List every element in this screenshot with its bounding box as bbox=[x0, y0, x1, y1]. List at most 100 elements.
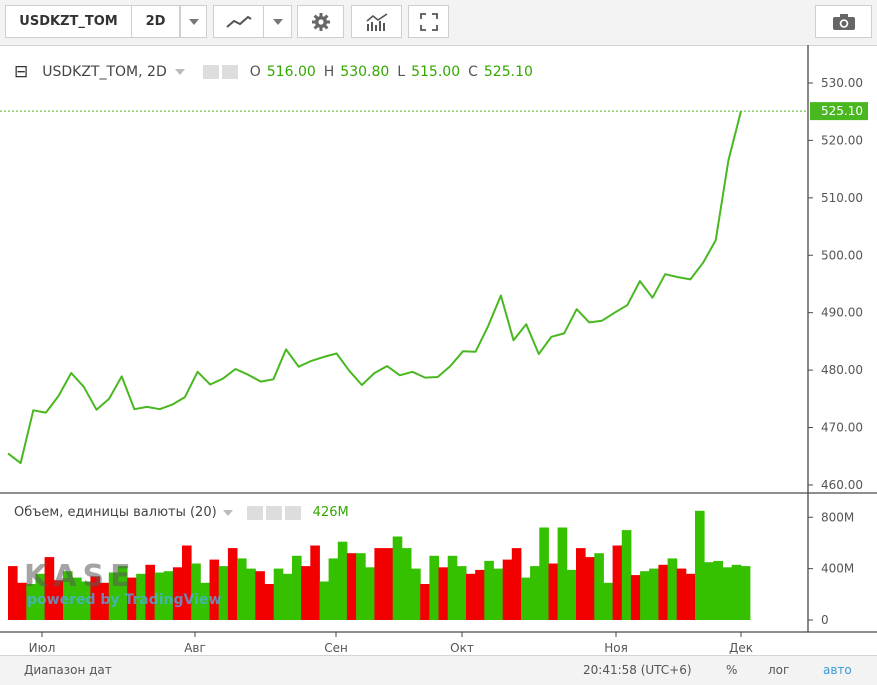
volume-bar bbox=[392, 536, 403, 620]
volume-bar bbox=[319, 581, 330, 620]
high-label: H bbox=[323, 64, 335, 80]
volume-bar bbox=[255, 571, 265, 620]
price-line-series bbox=[7, 110, 742, 465]
percent-toggle[interactable]: % bbox=[726, 663, 738, 677]
volume-bar bbox=[713, 560, 723, 620]
volume-bar bbox=[44, 557, 55, 620]
chevron-down-icon[interactable] bbox=[222, 509, 233, 516]
volume-bar bbox=[557, 527, 568, 620]
snapshot-button[interactable] bbox=[815, 5, 872, 38]
price-tick-label: 520.00 bbox=[821, 133, 863, 147]
chart-type-button[interactable] bbox=[213, 5, 264, 38]
chevron-down-icon[interactable] bbox=[174, 69, 185, 75]
eye-icon[interactable] bbox=[202, 65, 219, 79]
volume-bar bbox=[530, 566, 540, 620]
price-tick-label: 500.00 bbox=[821, 248, 863, 262]
series-title: USDKZT_TOM, 2D bbox=[42, 64, 167, 80]
date-range-button[interactable]: Диапазон дат bbox=[24, 663, 112, 677]
chart-area[interactable]: 530.00 520.00 510.00 500.00 490.00 480.00 470.… bbox=[0, 45, 877, 655]
volume-bar bbox=[191, 563, 201, 620]
interval-button[interactable]: 2D bbox=[131, 5, 180, 38]
low-value: 515.00 bbox=[411, 64, 461, 80]
gear-icon bbox=[311, 12, 330, 31]
volume-bar bbox=[576, 548, 586, 620]
symbol-search-button[interactable]: USDKZT_TOM bbox=[5, 5, 132, 38]
volume-bar bbox=[484, 560, 494, 620]
volume-bar bbox=[475, 569, 485, 620]
chart-canvas[interactable]: 530.00 520.00 510.00 500.00 490.00 480.00 470.… bbox=[0, 45, 877, 655]
toolbar: USDKZT_TOM 2D bbox=[0, 0, 877, 46]
last-price-label: 525.10 bbox=[821, 104, 863, 118]
volume-bar bbox=[136, 573, 146, 620]
auto-toggle[interactable]: авто bbox=[823, 663, 852, 677]
volume-bar bbox=[172, 567, 183, 620]
fullscreen-button[interactable] bbox=[408, 5, 449, 38]
volume-bar bbox=[548, 563, 559, 620]
eye-icon[interactable] bbox=[246, 505, 263, 520]
chevron-down-icon bbox=[188, 18, 199, 25]
indicators-button[interactable] bbox=[351, 5, 402, 38]
volume-bar bbox=[282, 573, 293, 620]
volume-bar bbox=[539, 527, 549, 620]
price-tick-label: 510.00 bbox=[821, 191, 863, 205]
kase-logo-text: KASE bbox=[24, 559, 137, 594]
bottom-bar: Диапазон дат 20:41:58 (UTC+6) % лог авто bbox=[0, 655, 877, 685]
volume-bar bbox=[337, 541, 348, 620]
volume-bar bbox=[8, 566, 18, 620]
volume-bar bbox=[676, 568, 687, 620]
volume-bar bbox=[411, 568, 421, 620]
close-icon[interactable] bbox=[284, 505, 301, 520]
time-tick-label: Июл bbox=[29, 641, 56, 655]
volume-bar bbox=[731, 564, 742, 620]
volume-bar bbox=[566, 569, 577, 620]
volume-bar bbox=[72, 577, 82, 620]
volume-bar bbox=[328, 558, 339, 620]
gear-icon[interactable] bbox=[221, 65, 238, 79]
close-label: C bbox=[468, 64, 478, 80]
indicators-icon bbox=[365, 12, 387, 31]
volume-bar bbox=[704, 562, 714, 620]
volume-bar bbox=[154, 572, 165, 620]
collapse-icon[interactable]: ⊟ bbox=[14, 62, 29, 82]
volume-tick-label: 400M bbox=[821, 562, 854, 576]
volume-bar bbox=[218, 566, 229, 620]
volume-bar bbox=[640, 571, 650, 620]
volume-bar bbox=[740, 566, 751, 620]
volume-bar bbox=[383, 548, 394, 620]
volume-bar bbox=[356, 553, 366, 620]
volume-bar bbox=[127, 577, 137, 620]
volume-bar bbox=[273, 568, 284, 620]
volume-bar bbox=[511, 548, 522, 620]
interval-dropdown-button[interactable] bbox=[180, 5, 207, 38]
powered-by-text: powered by TradingView bbox=[27, 592, 221, 608]
volume-bar bbox=[630, 575, 641, 620]
volume-bar bbox=[420, 584, 430, 620]
open-value: 516.00 bbox=[266, 64, 316, 80]
volume-title: Объем, единицы валюты (20) bbox=[14, 505, 217, 520]
gear-icon[interactable] bbox=[265, 505, 282, 520]
volume-bar bbox=[346, 553, 357, 620]
log-toggle[interactable]: лог bbox=[768, 663, 790, 677]
volume-value: 426M bbox=[312, 505, 349, 520]
volume-bar bbox=[649, 568, 659, 620]
volume-bar bbox=[401, 548, 412, 620]
fullscreen-icon bbox=[419, 12, 438, 31]
last-price-badge bbox=[810, 102, 868, 121]
close-value: 525.10 bbox=[483, 64, 533, 80]
main-legend: ⊟ USDKZT_TOM, 2D O 516.00 H 530.80 L 515… bbox=[14, 62, 541, 82]
volume-bar bbox=[438, 567, 449, 620]
price-tick-label: 470.00 bbox=[821, 421, 863, 435]
chart-type-dropdown-button[interactable] bbox=[263, 5, 292, 38]
volume-bar bbox=[456, 566, 467, 620]
volume-bar bbox=[26, 584, 36, 620]
price-tick-label: 480.00 bbox=[821, 363, 863, 377]
volume-bar bbox=[117, 566, 128, 620]
time-tick-label: Дек bbox=[729, 641, 753, 655]
volume-bar bbox=[227, 548, 238, 620]
volume-bar bbox=[621, 530, 632, 620]
volume-bar bbox=[695, 510, 705, 620]
volume-tick-label: 800M bbox=[821, 510, 854, 524]
settings-button[interactable] bbox=[297, 5, 344, 38]
volume-bar bbox=[90, 576, 100, 620]
volume-bar bbox=[502, 559, 513, 620]
